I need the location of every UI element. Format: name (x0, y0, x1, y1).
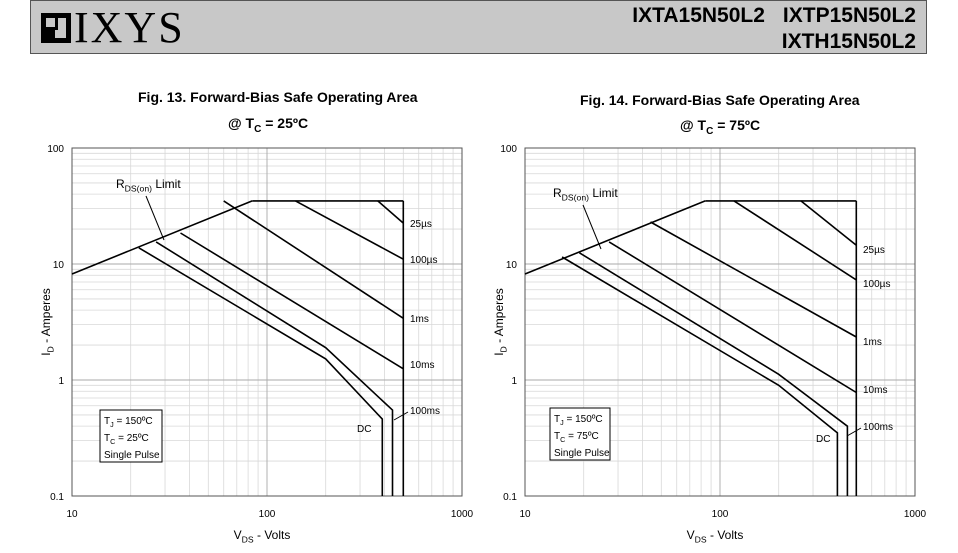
chart-1-x-axis-label: VDS - Volts (234, 528, 291, 545)
chart-2-pulse-100ms-pointer (846, 427, 862, 437)
chart-2-series-line-rds-on-limit (524, 200, 706, 275)
chart-1-series-line-10ms (180, 232, 404, 370)
chart-1-series-line-25-s (377, 200, 404, 224)
chart-2-x-tick-label: 10 (519, 509, 531, 520)
chart-2-pulse-label: 10ms (863, 385, 887, 396)
chart-1-series-line-100ms (155, 241, 394, 496)
chart-1-subtitle-main: @ T (228, 115, 255, 131)
chart-1-rds-on-limit-label: RDS(on) Limit (116, 177, 181, 194)
chart-1-y-axis-label: ID - Amperes (39, 288, 56, 356)
chart-1-rds-on-pointer (145, 195, 165, 241)
chart-1-pulse-label: 1ms (410, 314, 429, 325)
chart-2-subtitle-sub: C (706, 125, 714, 137)
logo-text: IXYS (74, 3, 185, 52)
chart-1-conditions-line: TJ = 150ºC (104, 416, 153, 429)
chart-2-series-line-10ms (608, 241, 857, 394)
chart-2-series-line-25-s (800, 200, 857, 246)
chart-1-pulse-label: 10ms (410, 360, 434, 371)
chart-2-conditions-line: TC = 75ºC (554, 431, 599, 444)
chart-2-conditions-box (549, 407, 611, 461)
chart-2-plot-frame (524, 147, 916, 497)
chart-2-subtitle-rest: = 75ºC (713, 117, 761, 133)
chart-2-series-line-1ms (650, 221, 857, 338)
chart-2-subtitle: @ TC = 75ºC (680, 117, 760, 137)
chart-1-y-tick-label: 10 (53, 260, 65, 271)
chart-2-pulse-label: 100µs (863, 279, 890, 290)
ixys-logo-mark-icon (41, 13, 71, 43)
chart-2-y-axis-label: ID - Amperes (492, 288, 509, 356)
chart-2-title: Fig. 14. Forward-Bias Safe Operating Are… (580, 92, 860, 108)
chart-1-x-tick-label: 100 (259, 509, 276, 520)
chart-1-dc-label: DC (357, 424, 371, 435)
chart-2-series-line-100-s (733, 200, 857, 281)
chart-1-y-tick-label: 0.1 (50, 492, 64, 503)
chart-1-pulse-label: 100ms (410, 406, 440, 417)
chart-2-y-tick-label: 1 (511, 376, 517, 387)
chart-1-x-tick-label: 1000 (451, 509, 474, 520)
chart-2-series-line-dc (561, 256, 839, 496)
chart-2-pulse-label: 1ms (863, 337, 882, 348)
chart-1-conditions-box (99, 409, 163, 463)
chart-1-title: Fig. 13. Forward-Bias Safe Operating Are… (138, 89, 418, 105)
chart-2-conditions-line: Single Pulse (554, 448, 610, 459)
chart-2-rds-on-limit-label: RDS(on) Limit (553, 186, 618, 203)
chart-1-series-line-rds-on-limit (71, 200, 253, 275)
chart-1-plot-frame (71, 147, 463, 497)
chart-1-series-line-100-s (295, 200, 404, 260)
chart-2-x-tick-label: 100 (712, 509, 729, 520)
chart-2-y-tick-label: 100 (500, 144, 517, 155)
chart-2-pulse-label: 100ms (863, 422, 893, 433)
chart-2-conditions-line: TJ = 150ºC (554, 414, 603, 427)
chart-2-x-tick-label: 1000 (904, 509, 927, 520)
part-number-h: IXTH15N50L2 (781, 30, 916, 53)
chart-2-series-line-100ms (578, 252, 849, 496)
part-number-a: IXTA15N50L2 (632, 4, 765, 27)
chart-2-dc-label: DC (816, 434, 830, 445)
chart-1-y-tick-label: 1 (58, 376, 64, 387)
chart-1-subtitle: @ TC = 25ºC (228, 115, 308, 135)
chart-1-pulse-label: 100µs (410, 255, 437, 266)
chart-1-y-tick-label: 100 (47, 144, 64, 155)
part-number-p: IXTP15N50L2 (782, 4, 916, 27)
header-bar: IXYS IXTA15N50L2 IXTP15N50L2 IXTH15N50L2 (30, 0, 927, 54)
chart-1-x-tick-label: 10 (66, 509, 78, 520)
chart-1-series-line-1ms (223, 200, 404, 319)
chart-1-pulse-100ms-pointer (393, 411, 409, 421)
chart-1-series-line-dc (138, 247, 384, 496)
chart-2-rds-on-pointer (582, 204, 602, 250)
chart-2-y-tick-label: 0.1 (503, 492, 517, 503)
chart-1-pulse-label: 25µs (410, 219, 432, 230)
ixys-logo: IXYS (41, 4, 185, 52)
chart-1-conditions-line: Single Pulse (104, 450, 160, 461)
part-numbers-line1: IXTA15N50L2 IXTP15N50L2 (614, 4, 916, 28)
chart-2-subtitle-main: @ T (680, 117, 707, 133)
chart-1-subtitle-rest: = 25ºC (261, 115, 309, 131)
chart-1-subtitle-sub: C (254, 123, 262, 135)
chart-1-conditions-line: TC = 25ºC (104, 433, 149, 446)
chart-2-y-tick-label: 10 (506, 260, 518, 271)
chart-2-pulse-label: 25µs (863, 245, 885, 256)
chart-2-x-axis-label: VDS - Volts (687, 528, 744, 545)
